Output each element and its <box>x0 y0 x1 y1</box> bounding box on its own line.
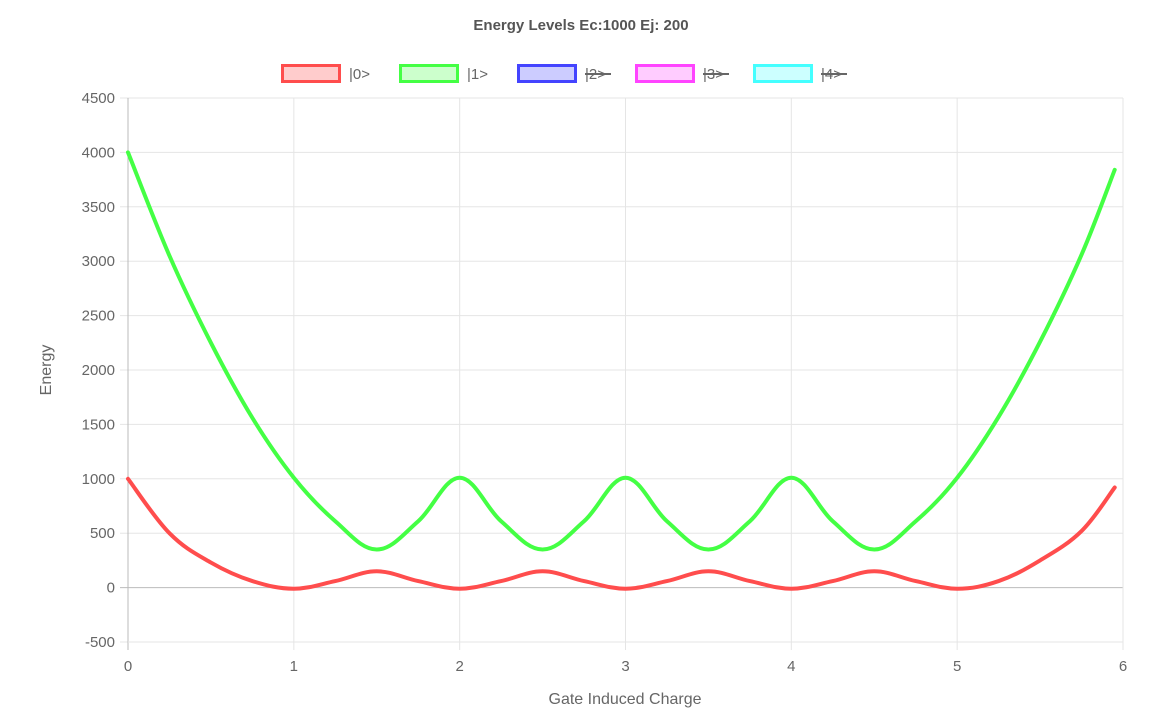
legend-item-4[interactable]: |4> <box>753 64 848 84</box>
series-line-0 <box>126 476 1117 591</box>
legend-swatch <box>399 64 459 83</box>
y-tick-label: 1500 <box>82 416 115 433</box>
legend-swatch <box>753 64 813 83</box>
axes <box>127 98 1123 643</box>
legend-item-2[interactable]: |2> <box>517 64 612 84</box>
legend-swatch <box>635 64 695 83</box>
y-axis-label: Energy <box>38 345 55 396</box>
x-tick-label: 2 <box>455 658 463 675</box>
x-tick-label: 3 <box>621 658 629 675</box>
y-axis-ticks: -500 0 500 1000 1500 2000 2500 3000 3500 4000 4500 <box>82 90 115 651</box>
y-tick-label: 3500 <box>82 199 115 216</box>
series-line-1 <box>126 150 1117 552</box>
legend-label: |0> <box>349 66 370 83</box>
legend-item-3[interactable]: |3> <box>635 64 730 84</box>
series-lines <box>126 150 1117 591</box>
legend-label: |1> <box>467 66 488 83</box>
y-tick-label: 500 <box>90 525 115 542</box>
y-tick-label: 3000 <box>82 253 115 270</box>
x-tick-label: 5 <box>953 658 961 675</box>
y-tick-label: 1000 <box>82 471 115 488</box>
x-tick-label: 4 <box>787 658 795 675</box>
chart-title: Energy Levels Ec:1000 Ej: 200 <box>473 17 688 34</box>
y-tick-label: 0 <box>107 580 115 597</box>
y-tick-label: 2500 <box>82 308 115 325</box>
legend: |0> |1> |2> |3> |4> <box>281 64 848 84</box>
x-tick-label: 0 <box>124 658 132 675</box>
x-axis-label: Gate Induced Charge <box>549 691 702 708</box>
y-tick-label: 4500 <box>82 90 115 107</box>
legend-swatch <box>281 64 341 83</box>
x-tick-label: 6 <box>1119 658 1127 675</box>
x-axis-ticks: 0 1 2 3 4 5 6 <box>124 658 1127 675</box>
legend-item-1[interactable]: |1> <box>399 64 489 84</box>
legend-item-0[interactable]: |0> <box>281 64 371 84</box>
legend-swatch <box>517 64 577 83</box>
y-tick-label: 4000 <box>82 144 115 161</box>
grid <box>120 97 1124 650</box>
y-tick-label: 2000 <box>82 362 115 379</box>
x-tick-label: 1 <box>290 658 298 675</box>
y-tick-label: -500 <box>85 634 115 651</box>
